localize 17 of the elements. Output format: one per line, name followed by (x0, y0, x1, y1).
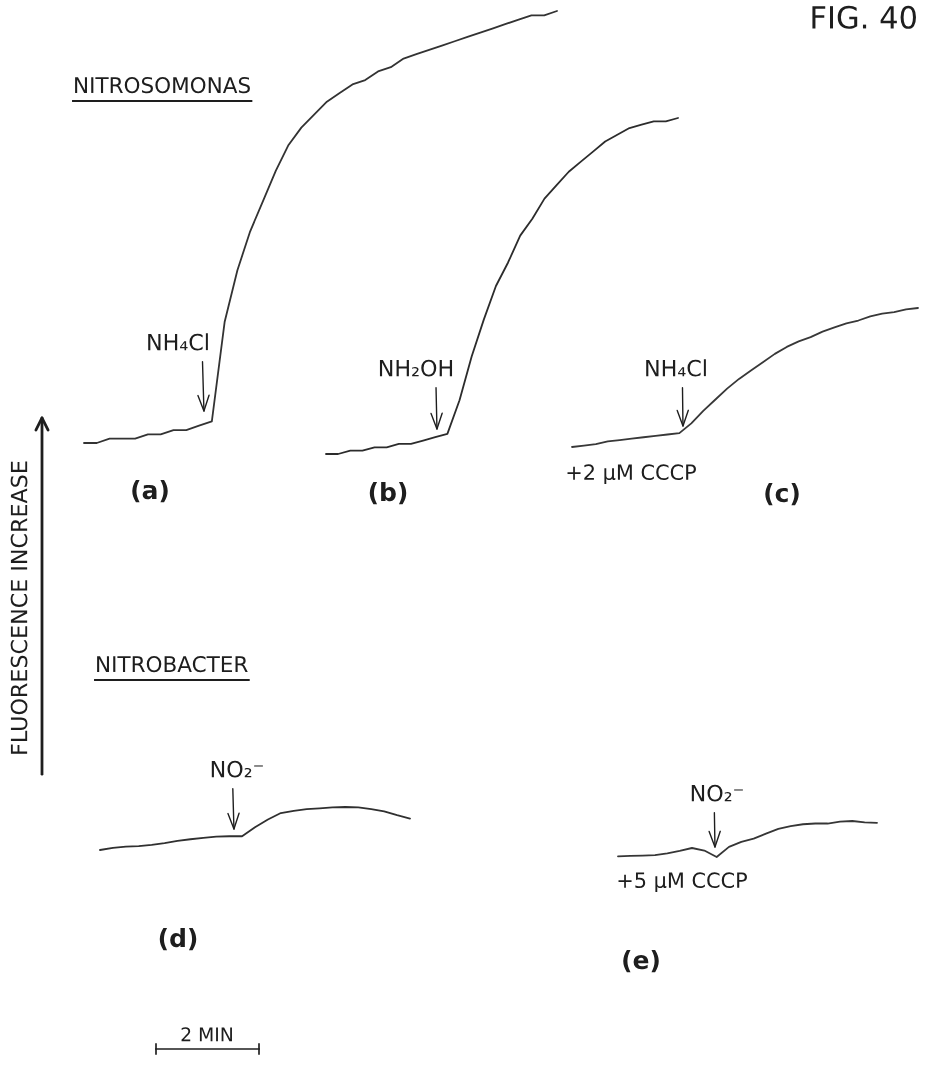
x-axis-title: (b) (369, 481, 407, 505)
y-axis-title: FLUORESCENCE INCREASE (10, 461, 28, 754)
text: +5 μM CCCP (618, 872, 747, 893)
annotation: NH₄Cl (148, 333, 208, 351)
text: NITROSOMONAS (75, 76, 250, 94)
annotation: NH₂OH (379, 359, 453, 377)
x-axis-title: (d) (159, 927, 197, 951)
x-axis-title: (a) (132, 479, 168, 503)
chart-title: NITROBACTER (97, 655, 248, 673)
text: NO₂⁻ (691, 784, 743, 802)
text: +2 μM CCCP (567, 464, 696, 485)
text: 2 MIN (181, 1027, 232, 1042)
x-axis-title: (c) (765, 482, 799, 506)
text: NO₂⁻ (211, 760, 263, 778)
x-axis-title: (e) (623, 949, 659, 973)
caption: FIG. 40 (812, 5, 916, 29)
annotation: NH₄Cl (646, 359, 706, 377)
